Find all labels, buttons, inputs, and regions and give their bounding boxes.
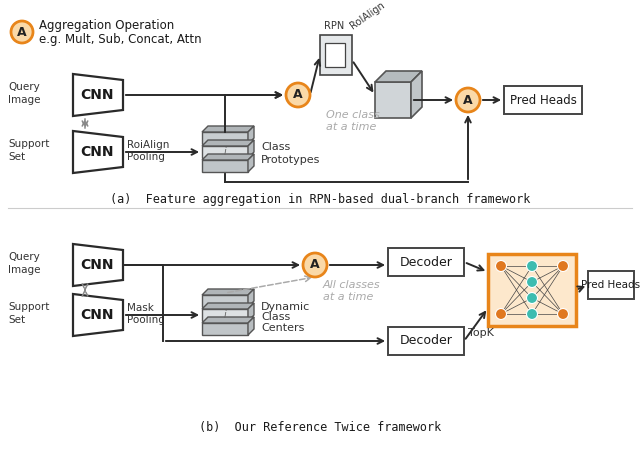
Text: Dynamic: Dynamic: [261, 302, 310, 312]
Text: Pooling: Pooling: [127, 152, 165, 162]
Text: Set: Set: [8, 152, 25, 162]
Text: One class: One class: [326, 110, 380, 120]
Text: Image: Image: [8, 95, 40, 105]
Bar: [504, 86, 582, 114]
Circle shape: [286, 83, 310, 107]
Polygon shape: [202, 303, 254, 309]
Bar: [202, 132, 248, 144]
Text: at a time: at a time: [326, 122, 376, 132]
Text: A: A: [293, 89, 303, 102]
Polygon shape: [202, 289, 254, 295]
Polygon shape: [248, 154, 254, 172]
Polygon shape: [73, 74, 123, 116]
Text: i: i: [223, 310, 227, 320]
Text: A: A: [17, 26, 27, 39]
Text: Support: Support: [8, 302, 49, 312]
Text: CNN: CNN: [80, 258, 114, 272]
Text: Mask: Mask: [127, 303, 154, 313]
Text: Decoder: Decoder: [399, 256, 452, 269]
Text: Centers: Centers: [261, 323, 305, 333]
Bar: [325, 43, 345, 67]
Text: TopK: TopK: [468, 328, 494, 338]
Text: Prototypes: Prototypes: [261, 155, 321, 165]
Polygon shape: [202, 126, 254, 132]
Text: (a)  Feature aggregation in RPN-based dual-branch framework: (a) Feature aggregation in RPN-based dua…: [110, 194, 530, 207]
Circle shape: [557, 309, 568, 320]
Bar: [375, 82, 411, 118]
Text: Query: Query: [8, 252, 40, 262]
Text: Support: Support: [8, 139, 49, 149]
Polygon shape: [73, 131, 123, 173]
Circle shape: [11, 21, 33, 43]
Text: Aggregation Operation: Aggregation Operation: [39, 18, 174, 32]
Polygon shape: [248, 126, 254, 144]
Polygon shape: [248, 140, 254, 158]
Polygon shape: [248, 303, 254, 321]
Text: RoIAlign: RoIAlign: [348, 0, 387, 31]
Text: e.g. Mult, Sub, Concat, Attn: e.g. Mult, Sub, Concat, Attn: [39, 32, 202, 45]
Polygon shape: [411, 71, 422, 118]
Circle shape: [527, 276, 538, 288]
Bar: [202, 323, 248, 335]
Text: A: A: [463, 94, 473, 107]
Polygon shape: [248, 289, 254, 307]
Polygon shape: [202, 317, 254, 323]
Circle shape: [527, 292, 538, 303]
Text: All classes: All classes: [323, 280, 381, 290]
Text: at a time: at a time: [323, 292, 373, 302]
Polygon shape: [73, 244, 123, 286]
Text: Pred Heads: Pred Heads: [581, 280, 640, 290]
Text: RoiAlign: RoiAlign: [127, 140, 170, 150]
Text: Image: Image: [8, 265, 40, 275]
Polygon shape: [202, 140, 254, 146]
Bar: [202, 309, 248, 321]
Circle shape: [495, 261, 506, 271]
Circle shape: [456, 88, 480, 112]
Bar: [202, 146, 248, 158]
Text: RPN: RPN: [324, 21, 344, 31]
Text: Class: Class: [261, 142, 291, 152]
Text: CNN: CNN: [80, 308, 114, 322]
Bar: [488, 254, 576, 326]
Bar: [320, 35, 352, 75]
Circle shape: [527, 261, 538, 271]
Circle shape: [495, 309, 506, 320]
Text: Pred Heads: Pred Heads: [509, 94, 577, 107]
Bar: [202, 160, 248, 172]
Text: (b)  Our Reference Twice framework: (b) Our Reference Twice framework: [199, 422, 441, 435]
Text: A: A: [310, 258, 320, 271]
Polygon shape: [375, 71, 422, 82]
Polygon shape: [202, 154, 254, 160]
Text: Pooling: Pooling: [127, 315, 165, 325]
Text: Decoder: Decoder: [399, 334, 452, 347]
Bar: [588, 271, 634, 299]
Bar: [388, 248, 464, 276]
Circle shape: [303, 253, 327, 277]
Bar: [202, 295, 248, 307]
Text: Class: Class: [261, 312, 291, 322]
Text: i: i: [223, 147, 227, 157]
Text: Query: Query: [8, 82, 40, 92]
Circle shape: [557, 261, 568, 271]
Text: CNN: CNN: [80, 145, 114, 159]
Bar: [388, 327, 464, 355]
Polygon shape: [248, 317, 254, 335]
Text: Set: Set: [8, 315, 25, 325]
Circle shape: [527, 309, 538, 320]
Text: CNN: CNN: [80, 88, 114, 102]
Polygon shape: [73, 294, 123, 336]
